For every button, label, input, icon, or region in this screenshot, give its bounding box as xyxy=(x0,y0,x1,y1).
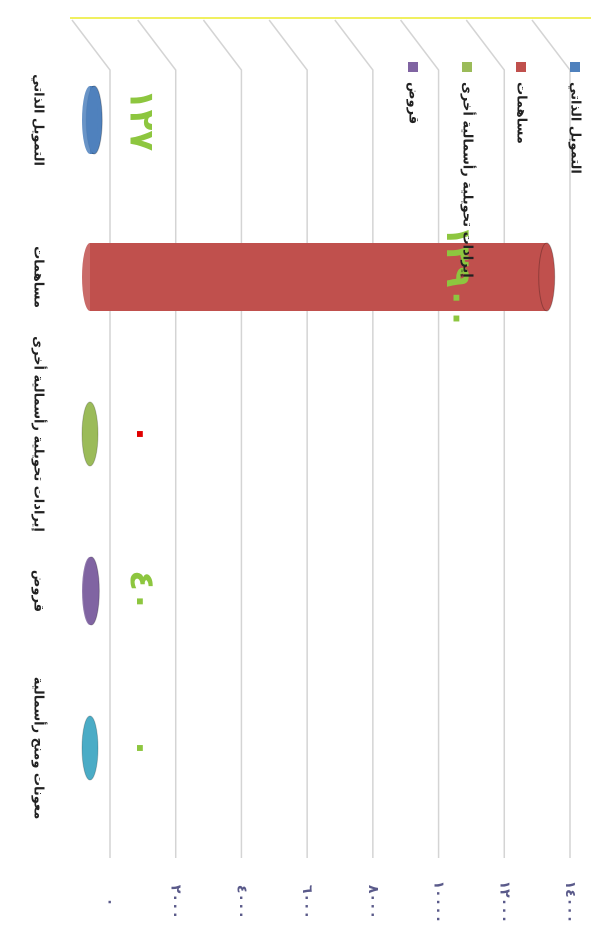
x-tick-label: ١٤٠٠٠ xyxy=(562,881,578,924)
value-label: ٠ xyxy=(122,738,162,759)
grid-line xyxy=(71,19,111,858)
x-tick-label: ١٢٠٠٠ xyxy=(496,881,512,924)
category-label: معونات ومنح رأسمالية xyxy=(31,677,48,820)
bar xyxy=(81,401,99,467)
legend-label: إيرادات تحويلية رأسمالية أخرى xyxy=(460,82,477,278)
grid-line xyxy=(137,19,177,858)
bar-cap xyxy=(538,242,556,312)
value-label: ٠ xyxy=(122,424,162,445)
bar-base xyxy=(82,243,98,311)
x-tick-label: ٦٠٠٠ xyxy=(299,885,315,919)
category-label: التمويل الذاتي xyxy=(31,74,46,166)
value-label: ١٢٧ xyxy=(122,89,162,152)
value-label: ٤٠ xyxy=(122,570,162,612)
grid-line xyxy=(268,19,308,858)
bar-base xyxy=(82,86,98,154)
bar xyxy=(90,243,547,311)
category-label: إيرادات تحويلية رأسمالية أخرى xyxy=(31,336,48,532)
legend-label: قروض xyxy=(406,82,421,124)
grid-line xyxy=(399,19,440,858)
bar xyxy=(81,715,99,781)
value-label: ١٣٩٠٠ xyxy=(438,225,478,329)
legend-label: التمويل الذاتي xyxy=(568,82,583,174)
bar-base xyxy=(82,557,98,625)
legend-swatch xyxy=(570,62,580,72)
grid-line xyxy=(531,19,571,858)
x-tick-label: ٨٠٠٠ xyxy=(365,885,381,919)
legend-swatch xyxy=(408,62,418,72)
legend-label: مساهمات xyxy=(514,82,529,144)
legend-swatch xyxy=(462,62,472,72)
x-tick-label: ٤٠٠٠ xyxy=(233,885,249,919)
category-label: مساهمات xyxy=(31,246,46,308)
x-tick-label: ١٠٠٠٠ xyxy=(431,881,447,924)
x-tick-label: ٢٠٠٠ xyxy=(168,885,184,919)
category-label: قروض xyxy=(31,570,46,612)
grid-line xyxy=(202,19,243,858)
grid-line xyxy=(334,19,374,858)
grid-line xyxy=(465,19,506,858)
x-tick-label: ٠ xyxy=(102,898,118,907)
legend-swatch xyxy=(516,62,526,72)
